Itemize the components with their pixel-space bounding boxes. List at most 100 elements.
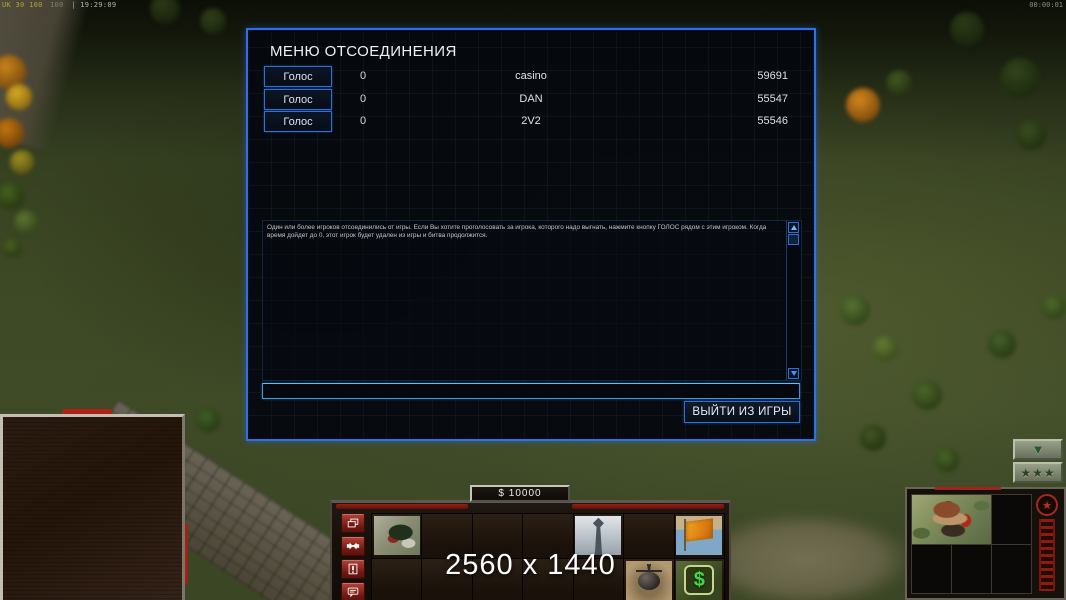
tree [196, 408, 220, 432]
command-center-portrait[interactable] [912, 495, 991, 544]
flag-cloth [686, 518, 714, 542]
grid-cell[interactable] [523, 514, 573, 558]
windows-icon [347, 518, 359, 528]
vote-count: 0 [360, 115, 367, 127]
alert-icon [348, 563, 358, 575]
generals-promotion-button[interactable]: ★★★ [1013, 462, 1063, 483]
grid-cell[interactable] [372, 514, 422, 558]
wrench-icon [346, 542, 360, 550]
select-units-button[interactable] [341, 513, 365, 533]
player-name: DAN [519, 93, 543, 105]
tree [860, 425, 886, 451]
grid-cell[interactable] [573, 558, 624, 600]
grid-cell[interactable] [624, 558, 674, 600]
money-crate-icon: $ [676, 560, 723, 600]
instructions-text: Один или более игроков отсоединились от … [267, 224, 767, 239]
chat-input[interactable] [262, 383, 800, 399]
vote-button[interactable]: Голос [264, 111, 332, 132]
grid-cell[interactable] [992, 495, 1031, 544]
grid-cell[interactable] [952, 544, 991, 593]
tree [0, 118, 24, 148]
frame-accent [336, 504, 468, 509]
player-row: Голос 0 DAN 55547 [248, 89, 814, 110]
grid-cell[interactable] [912, 544, 951, 593]
flag-icon [676, 516, 723, 556]
debug-clock: | 19:29:09 [71, 1, 117, 9]
grid-cell[interactable] [372, 558, 422, 600]
scroll-thumb[interactable] [788, 234, 799, 245]
player-row: Голос 0 casino 59691 [248, 66, 814, 87]
command-bar: $ [330, 500, 731, 600]
tree [6, 84, 32, 110]
grid-cell[interactable] [472, 514, 523, 558]
repair-button[interactable] [341, 536, 365, 556]
player-name: casino [515, 70, 547, 82]
tree [150, 0, 180, 24]
player-timeout: 55547 [757, 93, 788, 105]
frame-accent [62, 409, 112, 417]
tree [1000, 58, 1040, 98]
arrow-down-icon [790, 371, 797, 376]
tree [1016, 120, 1046, 150]
debug-readout: UK 30 100 100 | 19:29:09 [2, 1, 116, 9]
grid-cell[interactable] [472, 558, 523, 600]
debug-stats: UK 30 100 [2, 1, 43, 9]
money-display: $ 10000 [470, 485, 570, 502]
grid-cell[interactable] [624, 514, 674, 558]
scrollbar[interactable] [786, 221, 801, 380]
player-timeout: 59691 [757, 70, 788, 82]
tree [886, 70, 912, 96]
tree [1042, 295, 1066, 319]
vote-button[interactable]: Голос [264, 89, 332, 110]
alert-button[interactable] [341, 559, 365, 579]
stars-icon: ★★★ [1020, 465, 1056, 480]
grid-cell[interactable]: $ [674, 558, 724, 600]
tree [912, 380, 942, 410]
exit-game-button[interactable]: ВЫЙТИ ИЗ ИГРЫ [684, 401, 800, 423]
player-name: 2V2 [521, 115, 541, 127]
tree [872, 335, 898, 361]
dozer-icon [373, 516, 420, 556]
player-timeout: 55546 [757, 115, 788, 127]
rank-ladder [1039, 519, 1055, 591]
radar-minimap[interactable] [0, 414, 185, 600]
frame-accent [935, 487, 1001, 490]
vote-count: 0 [360, 93, 367, 105]
grid-cell[interactable] [992, 544, 1031, 593]
grid-cell[interactable] [422, 558, 472, 600]
scroll-down-button[interactable] [788, 368, 799, 379]
flag-pole [684, 519, 687, 552]
player-row: Голос 0 2V2 55546 [248, 111, 814, 132]
chat-icon [347, 587, 359, 598]
build-queue-grid: $ [371, 513, 725, 600]
build-options-grid [911, 494, 1032, 594]
frame-accent [572, 504, 724, 509]
mine-icon [625, 560, 672, 600]
chevron-down-icon: ▼ [1031, 442, 1045, 457]
collapse-panel-button[interactable]: ▼ [1013, 439, 1063, 460]
tree [950, 12, 984, 46]
game-timer: 00:00:01 [1029, 1, 1063, 9]
dollar-glyph: $ [684, 565, 715, 596]
tree [0, 182, 24, 210]
vote-button[interactable]: Голос [264, 66, 332, 87]
grid-cell[interactable] [573, 514, 624, 558]
star-glyph: ★ [1042, 499, 1052, 512]
grid-cell[interactable] [422, 514, 472, 558]
tree [10, 150, 34, 174]
resolution-overlay: 2560 x 1440 [445, 549, 616, 581]
dialog-title: МЕНЮ ОТСОЕДИНЕНИЯ [270, 43, 457, 60]
tower-shape [592, 517, 604, 556]
instructions-box: Один или более игроков отсоединились от … [262, 220, 802, 381]
tree [846, 88, 880, 122]
tree [840, 295, 870, 325]
tree [2, 238, 22, 258]
dirt-patch [698, 512, 913, 600]
chat-button[interactable] [341, 582, 365, 600]
tree [988, 330, 1016, 358]
grid-cell[interactable] [674, 514, 724, 558]
scroll-up-button[interactable] [788, 222, 799, 233]
grid-cell[interactable] [523, 558, 573, 600]
command-side-buttons [341, 513, 365, 600]
